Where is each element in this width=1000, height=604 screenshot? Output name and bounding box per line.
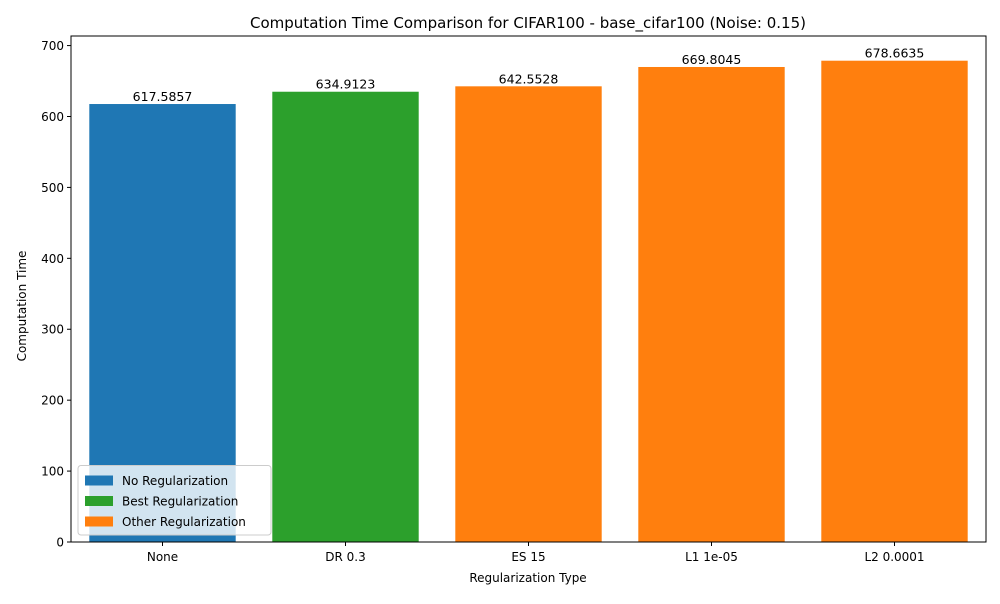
plot-area: 617.5857 None 634.9123 DR 0.3 642.5528 ES 15 6… [41,35,987,564]
legend-box [77,465,272,536]
bar [455,86,602,543]
bar-value-label: 634.9123 [316,77,376,92]
x-tick-label: L1 1e-05 [685,550,738,564]
bar-value-label: 617.5857 [133,89,193,104]
y-tick-label: 600 [41,110,64,124]
bar-value-label: 642.5528 [499,71,559,86]
y-tick-label: 200 [41,394,64,408]
bar [272,91,419,542]
y-tick-label: 700 [41,39,64,53]
y-tick-label: 100 [41,465,64,479]
bar-value-label: 678.6635 [865,46,925,61]
y-tick-label: 500 [41,181,64,195]
y-axis-label: Computation Time [15,251,29,362]
y-tick-label: 300 [41,323,64,337]
bar [638,66,785,542]
x-tick-label: DR 0.3 [325,550,365,564]
legend-swatch [85,475,113,486]
x-axis-label: Regularization Type [469,571,586,585]
bar-value-label: 669.8045 [682,52,742,67]
legend-label: Best Regularization [122,495,238,509]
x-tick-label: None [147,550,178,564]
legend-swatch [85,516,113,527]
chart-title: Computation Time Comparison for CIFAR100… [250,14,806,33]
bar [821,60,968,542]
axes-frame [70,35,987,543]
legend: No Regularization Best Regularization Othe… [77,465,272,536]
x-tick-label: ES 15 [511,550,545,564]
x-tick-label: L2 0.0001 [864,550,924,564]
legend-label: No Regularization [122,474,228,488]
legend-swatch [85,496,113,506]
y-tick-label: 0 [56,536,64,550]
y-tick-label: 400 [41,252,64,266]
legend-label: Other Regularization [122,515,246,529]
